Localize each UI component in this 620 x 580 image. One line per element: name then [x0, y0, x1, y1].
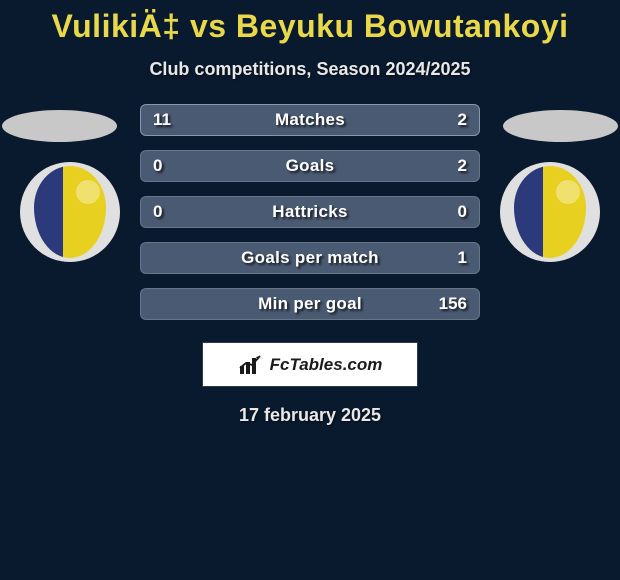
page-title: VulikiÄ‡ vs Beyuku Bowutankoyi: [51, 8, 568, 45]
subtitle: Club competitions, Season 2024/2025: [149, 59, 470, 80]
chart-icon: [238, 354, 264, 376]
club-emblem-right: [500, 162, 600, 262]
stat-label: Matches: [275, 110, 345, 130]
stat-row: 0 Goals 2: [140, 150, 480, 182]
stat-value-left: 11: [153, 110, 171, 130]
stat-row: Goals per match 1: [140, 242, 480, 274]
stat-label: Hattricks: [272, 202, 347, 222]
stat-value-right: 2: [458, 156, 467, 176]
club-emblem-left: [20, 162, 120, 262]
comparison-area: 11 Matches 2 0 Goals 2 0 Hattricks 0 Goals per ma…: [0, 104, 620, 426]
date-label: 17 february 2025: [0, 405, 620, 426]
player-left-ellipse: [2, 110, 117, 142]
stat-value-right: 1: [458, 248, 467, 268]
stat-value-left: 0: [153, 202, 162, 222]
stat-label: Goals: [286, 156, 335, 176]
fctables-label: FcTables.com: [270, 355, 383, 375]
stat-label: Min per goal: [258, 294, 362, 314]
stat-value-right: 2: [458, 110, 467, 130]
player-right-ellipse: [503, 110, 618, 142]
fctables-badge: FcTables.com: [202, 342, 418, 387]
stat-label: Goals per match: [241, 248, 379, 268]
stat-row: 11 Matches 2: [140, 104, 480, 136]
stat-value-right: 156: [439, 294, 467, 314]
stat-value-right: 0: [458, 202, 467, 222]
stat-row: 0 Hattricks 0: [140, 196, 480, 228]
stat-value-left: 0: [153, 156, 162, 176]
stat-list: 11 Matches 2 0 Goals 2 0 Hattricks 0 Goals per ma…: [140, 104, 480, 320]
stat-row: Min per goal 156: [140, 288, 480, 320]
